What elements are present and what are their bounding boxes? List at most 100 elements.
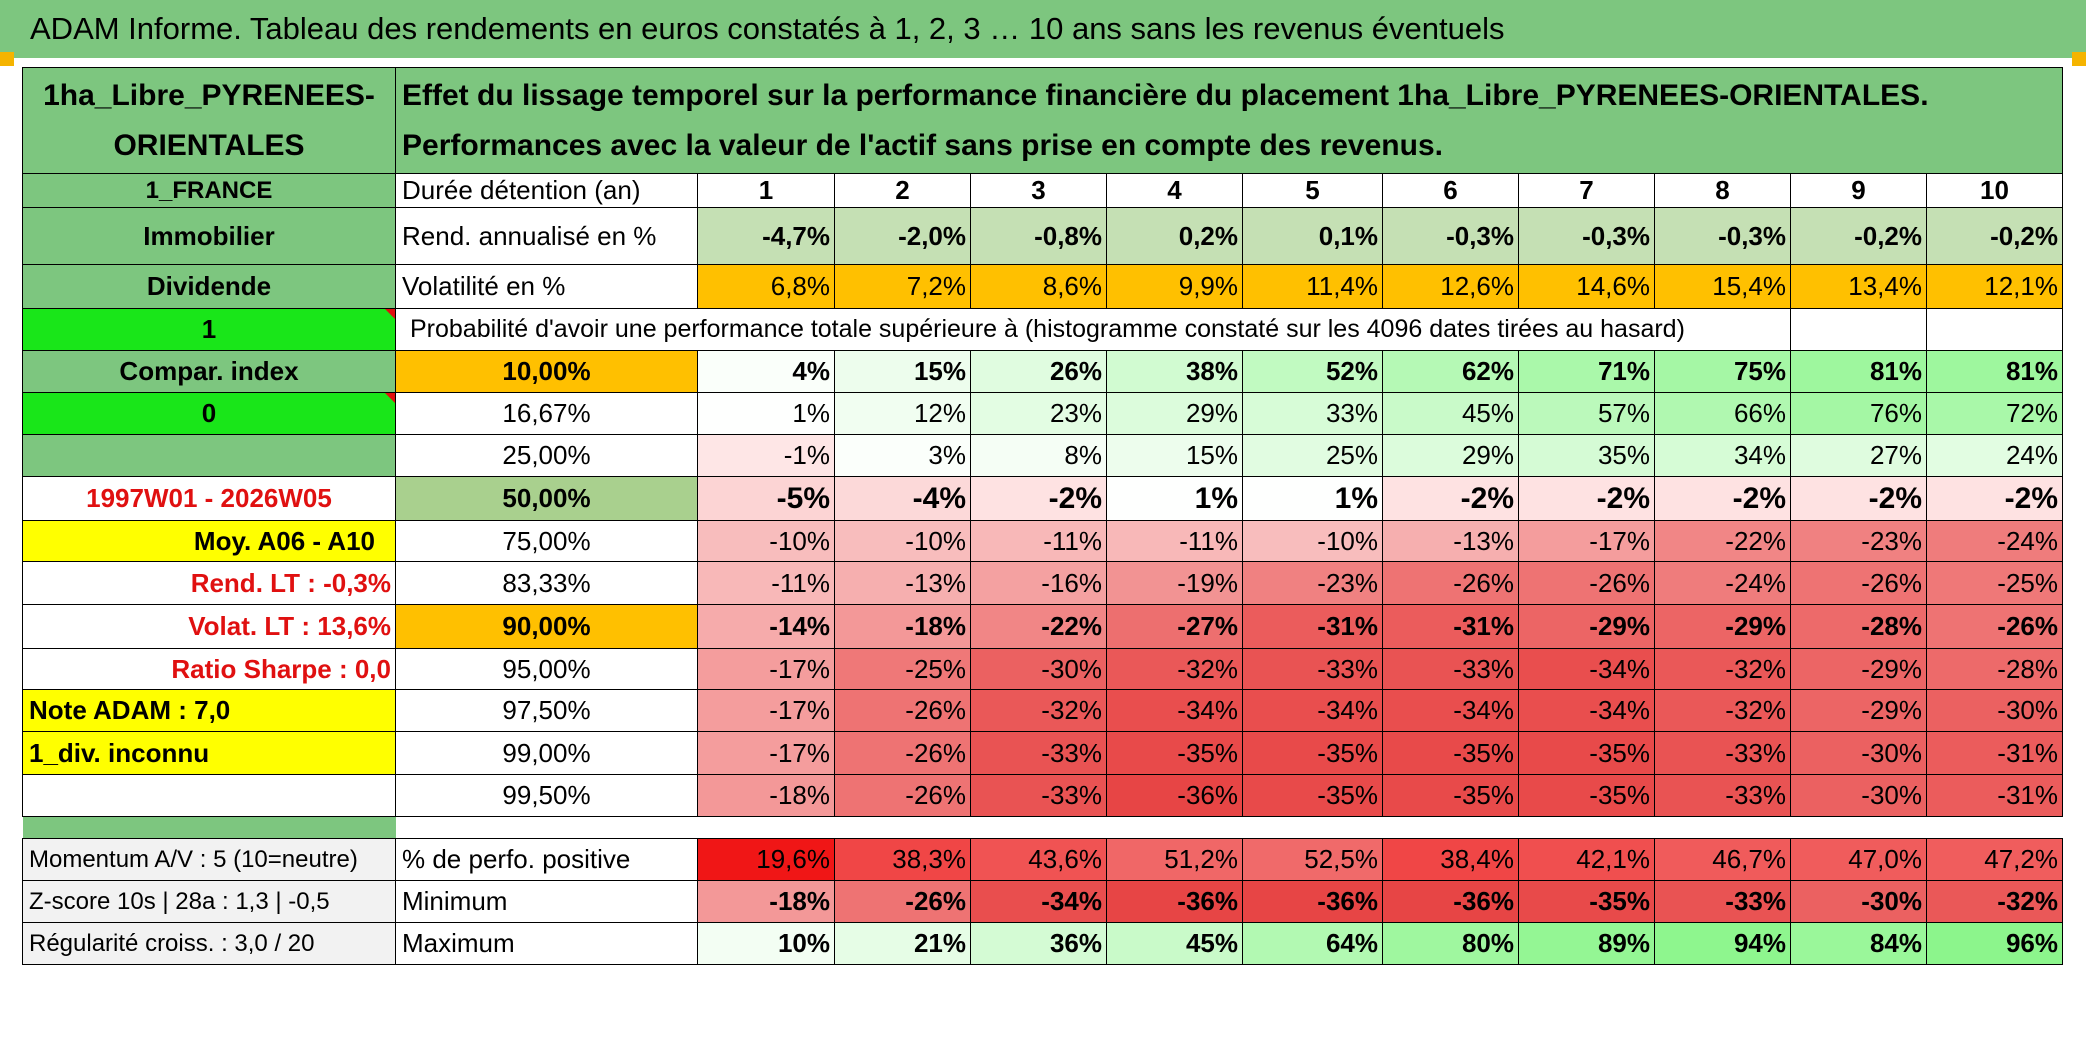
proba-value: -35% (1106, 731, 1243, 775)
maximum-value: 96% (1926, 922, 2063, 965)
proba-value: 25% (1242, 434, 1383, 477)
proba-value: -30% (1790, 774, 1927, 817)
pct-pos-value: 47,0% (1790, 838, 1927, 881)
year-header: 1 (697, 173, 835, 208)
pct-pos-value: 51,2% (1106, 838, 1243, 881)
proba-value: 52% (1242, 350, 1383, 393)
maximum-value: 45% (1106, 922, 1243, 965)
volat-value: 7,2% (834, 264, 971, 309)
threshold-label: 83,33% (395, 561, 698, 605)
proba-value: -4% (834, 476, 971, 521)
rend-value: -0,3% (1654, 207, 1791, 265)
proba-value: -32% (1106, 648, 1243, 690)
proba-value: -35% (1518, 774, 1655, 817)
proba-value: 26% (970, 350, 1107, 393)
proba-value: 1% (1242, 476, 1383, 521)
volat-label: Volatilité en % (395, 264, 698, 309)
proba-value: -2% (1926, 476, 2063, 521)
proba-value: -26% (1926, 604, 2063, 649)
spacer (396, 817, 2063, 839)
proba-value: 81% (1926, 350, 2063, 393)
minimum-value: -30% (1790, 880, 1927, 923)
proba-value: -35% (1382, 731, 1519, 775)
proba-value: 12% (834, 392, 971, 435)
minimum-value: -36% (1106, 880, 1243, 923)
proba-value: -34% (1382, 689, 1519, 732)
proba-value: -33% (1242, 648, 1383, 690)
pct-pos-value: 19,6% (697, 838, 835, 881)
minimum-value: -26% (834, 880, 971, 923)
year-header: 4 (1106, 173, 1243, 208)
proba-value: 81% (1790, 350, 1927, 393)
proba-value: -29% (1654, 604, 1791, 649)
proba-value: 23% (970, 392, 1107, 435)
proba-value: -13% (834, 561, 971, 605)
proba-value: -32% (1654, 689, 1791, 732)
proba-value: 76% (1790, 392, 1927, 435)
div-label: 1_div. inconnu (22, 731, 396, 775)
maximum-value: 84% (1790, 922, 1927, 965)
volat-value: 9,9% (1106, 264, 1243, 309)
proba-value: 3% (834, 434, 971, 477)
proba-value: -26% (834, 689, 971, 732)
year-header: 5 (1242, 173, 1383, 208)
proba-value: -5% (697, 476, 835, 521)
compar-label: Compar. index (22, 350, 396, 393)
threshold-label: 99,50% (395, 774, 698, 817)
proba-value: 33% (1242, 392, 1383, 435)
proba-value: -26% (834, 731, 971, 775)
proba-value: -30% (970, 648, 1107, 690)
proba-value: -31% (1382, 604, 1519, 649)
proba-value: 57% (1518, 392, 1655, 435)
volat-value: 11,4% (1242, 264, 1383, 309)
rend-value: -0,2% (1790, 207, 1927, 265)
pct-pos-value: 47,2% (1926, 838, 2063, 881)
minimum-label: Minimum (395, 880, 698, 923)
threshold-label: 95,00% (395, 648, 698, 690)
proba-value: 66% (1654, 392, 1791, 435)
threshold-label: 16,67% (395, 392, 698, 435)
proba-value: -31% (1926, 731, 2063, 775)
proba-value: -35% (1242, 731, 1383, 775)
threshold-label: 10,00% (395, 350, 698, 393)
proba-value: 15% (1106, 434, 1243, 477)
year-header: 8 (1654, 173, 1791, 208)
proba-value: -1% (697, 434, 835, 477)
proba-value: -25% (1926, 561, 2063, 605)
pct-pos-value: 52,5% (1242, 838, 1383, 881)
year-header: 3 (970, 173, 1107, 208)
empty-green-cell (22, 434, 396, 477)
proba-value: -24% (1926, 520, 2063, 562)
rend-value: -4,7% (697, 207, 835, 265)
proba-value: -34% (1518, 648, 1655, 690)
proba-value: -2% (1382, 476, 1519, 521)
proba-value: -28% (1926, 648, 2063, 690)
proba-value: -27% (1106, 604, 1243, 649)
volat-value: 12,1% (1926, 264, 2063, 309)
proba-value: -24% (1654, 561, 1791, 605)
proba-value: -2% (970, 476, 1107, 521)
spacer-green (22, 816, 396, 839)
maximum-value: 94% (1654, 922, 1791, 965)
rend-value: -0,3% (1382, 207, 1519, 265)
regularite-label: Régularité croiss. : 3,0 / 20 (22, 922, 396, 965)
proba-value: -14% (697, 604, 835, 649)
proba-value: -29% (1790, 648, 1927, 690)
zscore-label: Z-score 10s | 28a : 1,3 | -0,5 (22, 880, 396, 923)
proba-value: -17% (697, 648, 835, 690)
moy-label: Moy. A06 - A10 (22, 520, 396, 562)
proba-value: -33% (1654, 774, 1791, 817)
proba-value: -17% (697, 689, 835, 732)
proba-value: 29% (1106, 392, 1243, 435)
proba-value: -30% (1790, 731, 1927, 775)
proba-value: -36% (1106, 774, 1243, 817)
proba-value: -18% (697, 774, 835, 817)
proba-value: -32% (1654, 648, 1791, 690)
threshold-label: 25,00% (395, 434, 698, 477)
proba-value: 72% (1926, 392, 2063, 435)
minimum-value: -36% (1382, 880, 1519, 923)
year-header: 10 (1926, 173, 2063, 208)
proba-value: -33% (1654, 731, 1791, 775)
proba-value: -11% (970, 520, 1107, 562)
maximum-value: 10% (697, 922, 835, 965)
